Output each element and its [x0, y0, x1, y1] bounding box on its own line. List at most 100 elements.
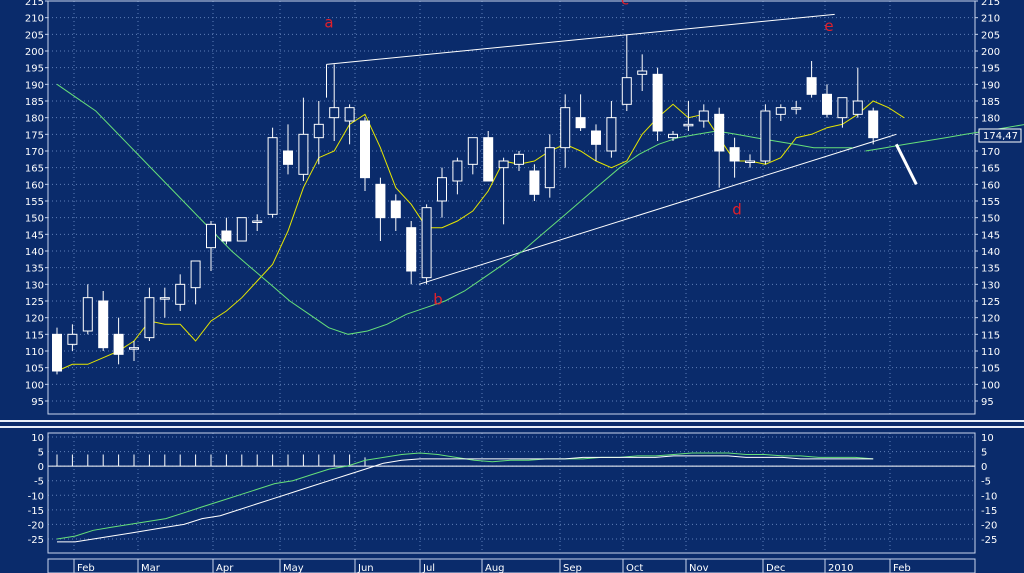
candle-body [852, 100, 863, 115]
month-label: 2010 [828, 563, 853, 573]
month-label: Jun [357, 563, 374, 573]
month-label: Oct [626, 563, 643, 573]
price-tick-label-right: 105 [981, 364, 1000, 375]
price-tick-label-left: 125 [25, 297, 44, 308]
osc-tick-label-left: -25 [28, 535, 44, 546]
candle-body [467, 137, 478, 165]
candle-body [637, 70, 648, 75]
candle-body [668, 133, 678, 139]
projection-arrow [894, 143, 918, 186]
trend-line [326, 13, 835, 65]
osc-tick-label-left: -5 [34, 477, 44, 488]
candle-body [837, 97, 848, 119]
candle-body [483, 137, 494, 182]
price-tick-label-left: 165 [25, 164, 44, 175]
candle-body [267, 137, 278, 215]
candle-body [729, 147, 740, 162]
price-tick-label-left: 200 [25, 47, 44, 58]
price-tick-label-right: 210 [981, 14, 1000, 25]
candle-body [698, 110, 709, 122]
candle-body [683, 123, 694, 127]
candle-body [714, 113, 725, 152]
price-tick-label-right: 180 [981, 114, 1000, 125]
panel-splitter-gap [0, 422, 1024, 426]
price-tick-label-right: 115 [981, 330, 1000, 341]
price-tick-label-right: 195 [981, 64, 1000, 75]
osc-tick-label-right: 5 [981, 448, 987, 459]
osc-signal-line [57, 455, 874, 543]
candlesticks [52, 34, 879, 375]
osc-tick-label-left: -15 [28, 506, 44, 517]
price-tick-label-left: 145 [25, 230, 44, 241]
fast-moving-average-line [56, 100, 905, 372]
price-tick-label-left: 130 [25, 280, 44, 291]
time-axis-frame [47, 558, 976, 573]
candle-body [298, 133, 309, 175]
candle-body [390, 200, 401, 219]
grid-lines [48, 1, 975, 553]
price-tick-label-left: 170 [25, 147, 44, 158]
candle-body [236, 217, 247, 242]
price-tick-label-left: 190 [25, 80, 44, 91]
candle-body [514, 153, 524, 165]
candle-body [760, 110, 771, 162]
candle-body [775, 107, 786, 115]
candle-body [98, 300, 109, 349]
last-price-label: 174,47 [983, 131, 1018, 142]
price-tick-label-right: 190 [981, 80, 1000, 91]
osc-tick-label-right: 0 [981, 462, 987, 473]
osc-tick-label-left: 0 [38, 462, 44, 473]
price-tick-label-left: 175 [25, 130, 44, 141]
price-tick-label-right: 100 [981, 380, 1000, 391]
price-tick-label-left: 195 [25, 64, 44, 75]
osc-tick-label-right: 10 [981, 433, 994, 444]
wave-label-d: d [732, 200, 742, 218]
month-label: Aug [485, 563, 505, 573]
price-tick-label-left: 150 [25, 214, 44, 225]
month-label: Feb [77, 563, 95, 573]
candle-body [113, 333, 124, 355]
candle-body [129, 347, 139, 350]
candle-body [144, 297, 155, 339]
price-tick-label-left: 160 [25, 180, 44, 191]
price-tick-label-left: 155 [25, 197, 44, 208]
candle-body [82, 297, 93, 332]
candle-body [560, 107, 571, 149]
price-tick-label-left: 215 [25, 0, 44, 8]
candle-body [313, 123, 324, 139]
candle-body [452, 160, 463, 182]
price-tick-label-right: 135 [981, 264, 1000, 275]
candle-body [621, 77, 632, 105]
candle-body [437, 177, 447, 202]
price-tick-label-right: 140 [981, 247, 1000, 258]
candle-body [329, 107, 340, 119]
price-tick-label-right: 110 [981, 347, 1000, 358]
last-price-box [978, 128, 1022, 143]
projection-arrow-line [894, 143, 918, 186]
osc-tick-label-right: -25 [981, 535, 997, 546]
candle-body [591, 130, 601, 145]
trend-lines [326, 13, 897, 285]
price-tick-label-left: 105 [25, 364, 44, 375]
candle-body [360, 120, 370, 179]
candle-body [52, 333, 62, 372]
price-tick-label-left: 115 [25, 330, 44, 341]
candle-body [529, 170, 540, 195]
price-tick-label-right: 215 [981, 0, 1000, 8]
candle-body [175, 283, 186, 305]
price-tick-label-left: 180 [25, 114, 44, 125]
osc-tick-label-right: -5 [981, 477, 991, 488]
candle-body [544, 147, 555, 189]
osc-tick-label-right: -20 [981, 520, 997, 531]
osc-tick-label-left: 10 [31, 433, 44, 444]
osc-tick-label-right: -15 [981, 506, 997, 517]
price-tick-label-right: 120 [981, 314, 1000, 325]
candle-body [652, 73, 663, 132]
candle-body [606, 117, 617, 152]
candle-body [575, 117, 586, 129]
price-tick-label-right: 170 [981, 147, 1000, 158]
month-label: Jul [422, 563, 435, 573]
wave-label-e: e [824, 17, 833, 35]
